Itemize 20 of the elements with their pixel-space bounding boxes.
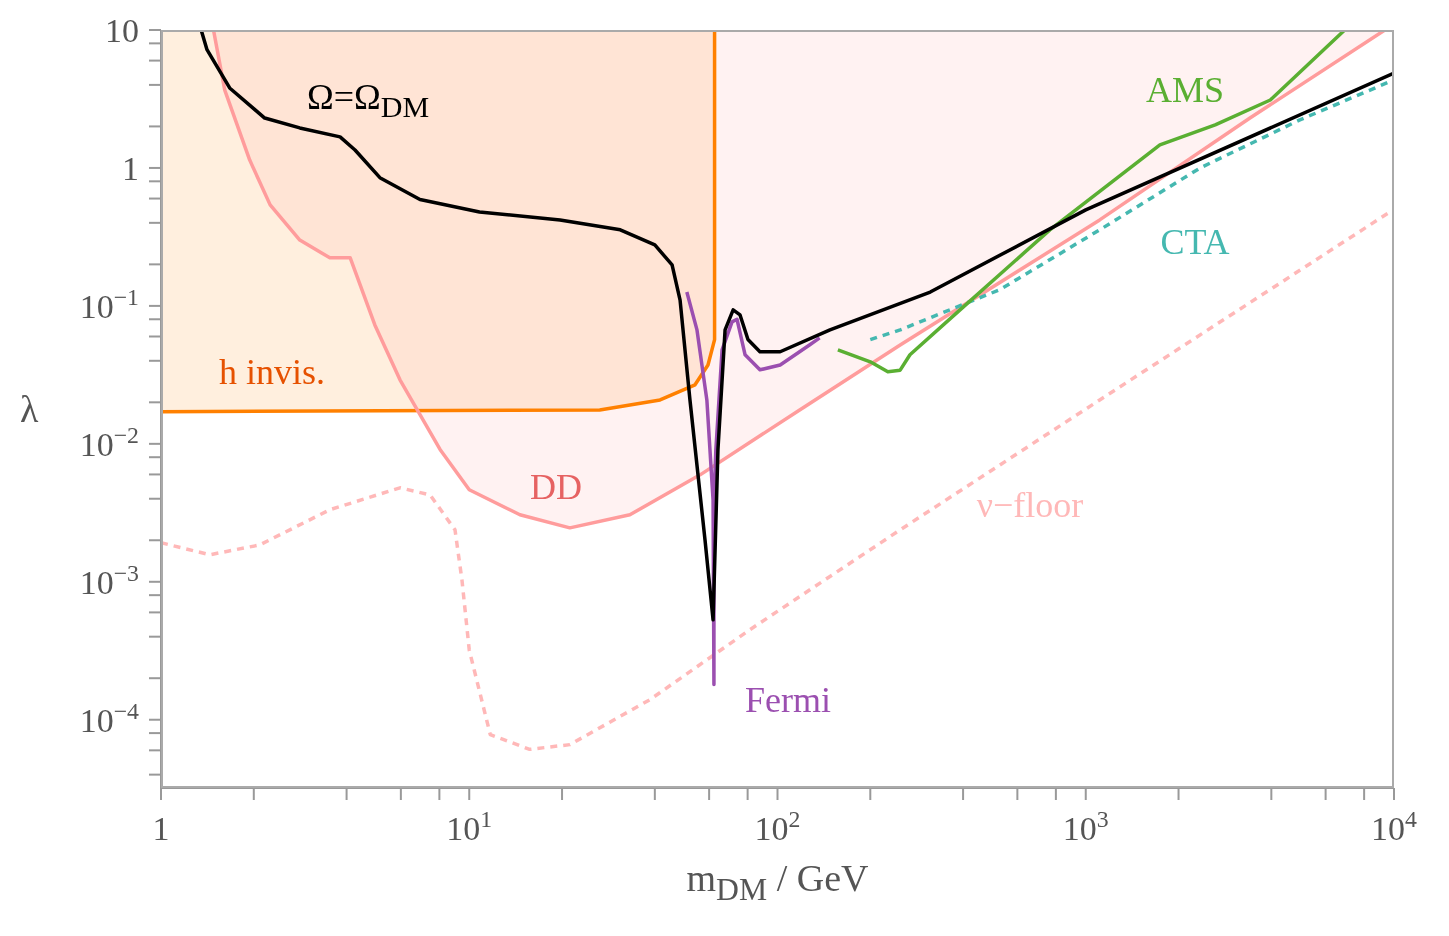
series-label: CTA bbox=[1160, 221, 1230, 263]
y-axis-title: λ bbox=[20, 387, 39, 431]
x-tick-label: 10$^{2}$ bbox=[754, 806, 801, 847]
x-tick-label: 10$^{1}$ bbox=[446, 806, 493, 847]
x-axis-title: m$_{DM}$ / GeV bbox=[685, 856, 870, 908]
series-label: h invis. bbox=[218, 351, 326, 393]
series-label: Ω=Ω$_{DM}$ bbox=[306, 75, 430, 125]
x-tick-label: 10$^{4}$ bbox=[1371, 806, 1418, 847]
series-label: DD bbox=[530, 466, 582, 508]
y-tick-label: 10 bbox=[105, 12, 139, 49]
y-tick-label: 10$^{−3}$ bbox=[79, 559, 139, 601]
y-tick-label: 1 bbox=[122, 149, 139, 187]
series-label: Fermi bbox=[745, 679, 831, 721]
series-label: AMS bbox=[1145, 69, 1225, 111]
x-tick-label: 1 bbox=[152, 810, 170, 847]
series-label: ν−floor bbox=[976, 484, 1084, 526]
y-tick-label: 10$^{−1}$ bbox=[79, 283, 139, 325]
x-tick-label: 10$^{3}$ bbox=[1062, 806, 1109, 847]
y-tick-label: 10$^{−4}$ bbox=[79, 697, 140, 739]
y-tick-label: 10$^{−2}$ bbox=[79, 421, 139, 463]
